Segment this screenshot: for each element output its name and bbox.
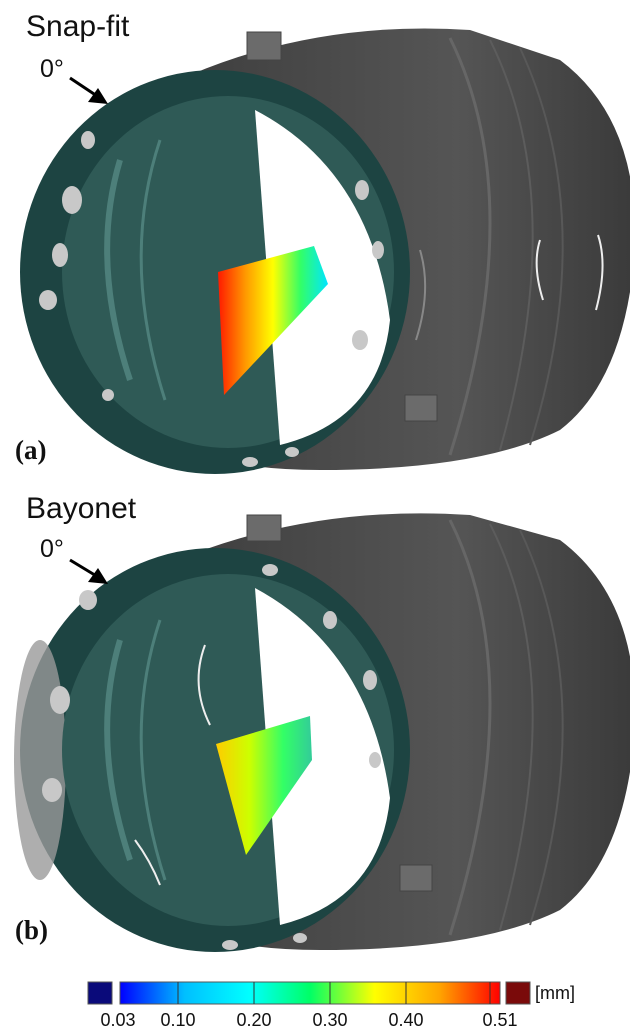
colorbar-below <box>88 982 112 1004</box>
colorbar-above <box>506 982 530 1004</box>
snap-tab-bottom <box>405 395 437 421</box>
colorbar-unit: [mm] <box>535 983 575 1004</box>
panel-label: (b) <box>15 915 48 946</box>
colorbar-tick: 0.51 <box>482 1010 517 1031</box>
arrow-icon <box>70 78 108 104</box>
angle-label: 0° <box>40 535 64 564</box>
bayonet-model-render <box>0 480 630 960</box>
panel-snap-fit: Snap-fit 0° (a) <box>0 0 630 480</box>
panel-bayonet: Bayonet 0° (b) <box>0 480 630 960</box>
bayonet-tab-bottom <box>400 865 432 891</box>
bayonet-tab-top <box>247 515 281 541</box>
snap-fit-model-render <box>0 0 630 480</box>
colorbar-tick: 0.03 <box>100 1010 135 1031</box>
panel-title: Bayonet <box>26 492 136 526</box>
panel-title: Snap-fit <box>26 10 129 44</box>
colorbar-tick: 0.10 <box>160 1010 195 1031</box>
angle-label: 0° <box>40 55 64 84</box>
colorbar-tick: 0.30 <box>312 1010 347 1031</box>
colorbar-scale <box>120 982 500 1004</box>
colorbar-tick: 0.40 <box>388 1010 423 1031</box>
snap-tab-top <box>247 32 281 60</box>
arrow-icon <box>70 560 108 584</box>
colorbar-tick: 0.20 <box>236 1010 271 1031</box>
panel-label: (a) <box>15 435 46 466</box>
